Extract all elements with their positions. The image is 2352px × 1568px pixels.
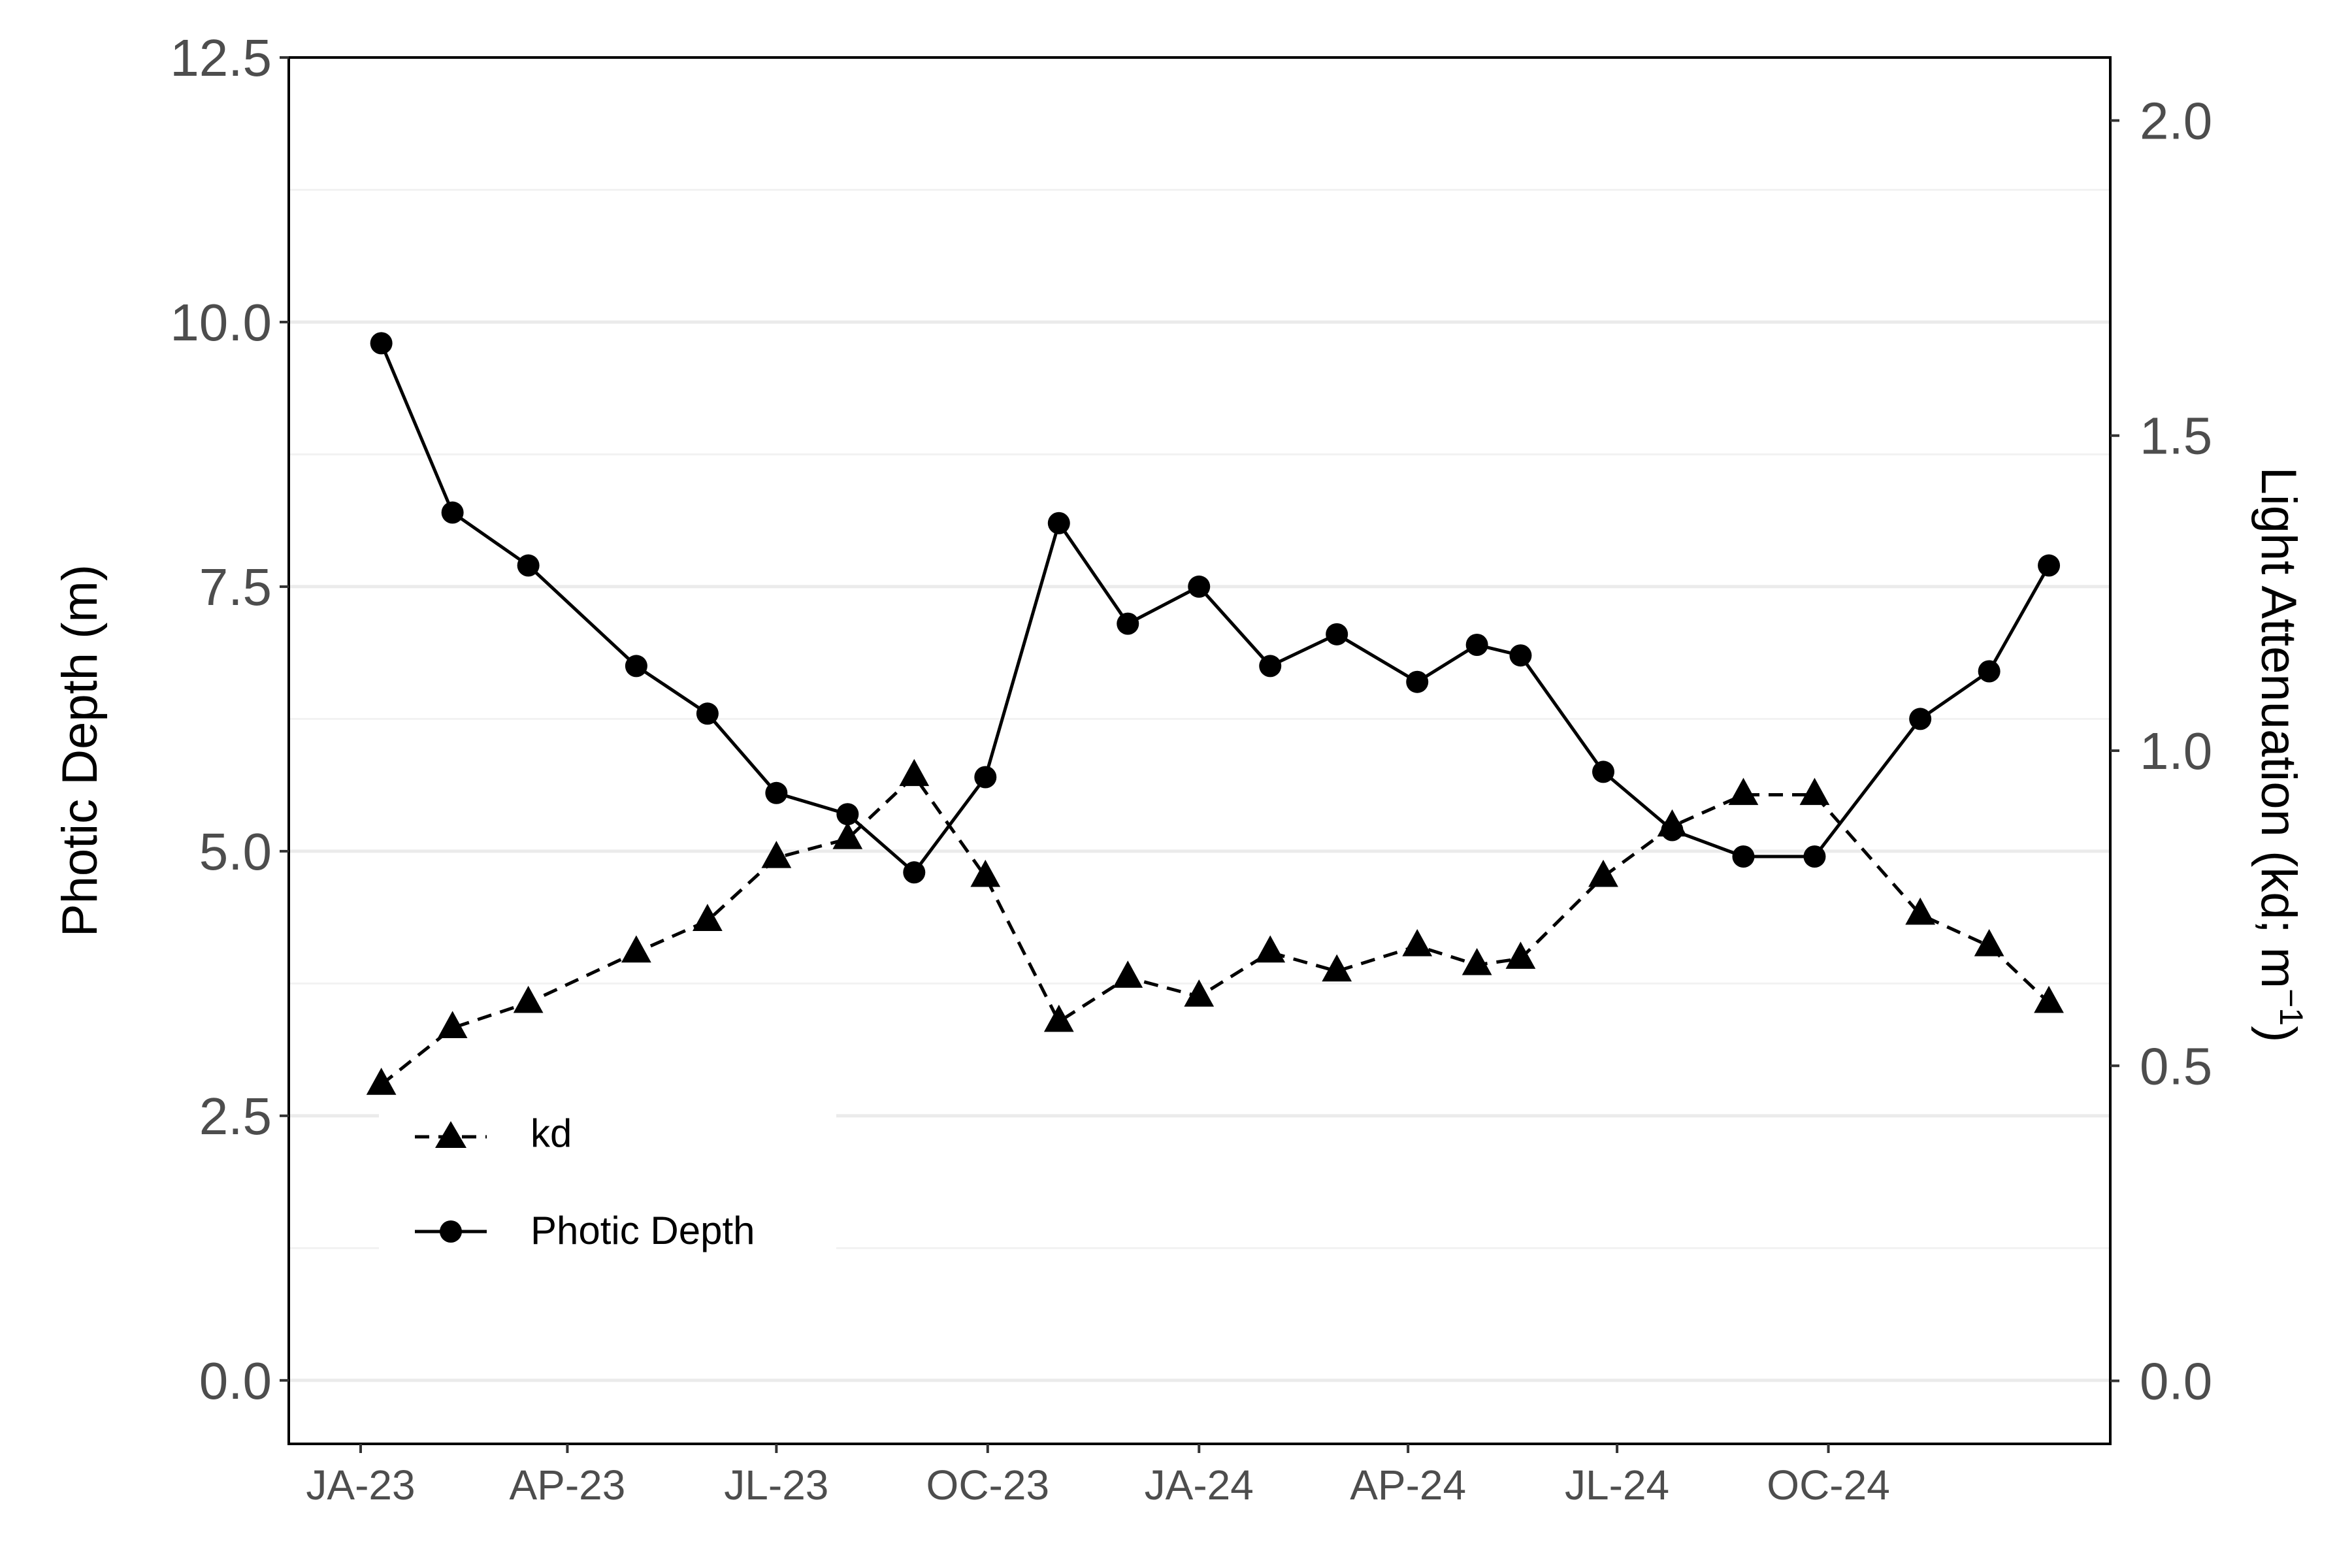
y-left-axis-title: Photic Depth (m) [52, 564, 108, 937]
y-right-tick-label: 0.0 [2140, 1352, 2212, 1411]
data-point-kd [366, 1068, 397, 1095]
data-point-kd [832, 822, 863, 849]
data-point-photic-depth [974, 766, 997, 789]
data-point-photic-depth [1509, 644, 1532, 667]
y-right-tick-label: 0.5 [2140, 1037, 2212, 1095]
y-right-tick-label: 1.0 [2140, 722, 2212, 780]
y-left-tick-label: 12.5 [170, 29, 272, 87]
data-point-photic-depth [1592, 760, 1615, 783]
legend: kd Photic Depth [379, 1111, 836, 1261]
series-kd [366, 759, 2064, 1095]
x-tick-label: JA-23 [306, 1462, 415, 1509]
x-tick-label: OC-23 [926, 1462, 1050, 1509]
legend-photic-label: Photic Depth [531, 1209, 755, 1252]
data-point-photic-depth [1465, 634, 1488, 657]
data-point-kd [761, 840, 792, 868]
data-point-photic-depth [625, 655, 647, 678]
data-point-photic-depth [836, 803, 859, 826]
data-point-photic-depth [1406, 670, 1429, 693]
legend-kd-marker [435, 1121, 466, 1148]
data-point-photic-depth [1732, 845, 1755, 868]
data-point-photic-depth [1326, 623, 1348, 645]
y-right-tick-label: 2.0 [2140, 91, 2212, 150]
y-left-tick-label: 0.0 [199, 1352, 272, 1410]
data-point-kd [1728, 777, 1759, 806]
x-tick-label: AP-23 [509, 1462, 625, 1509]
y-right-axis-title-superscript: −1 [2273, 988, 2310, 1026]
data-point-photic-depth [765, 781, 788, 804]
data-point-kd [899, 759, 930, 787]
x-tick-label: JL-23 [724, 1462, 828, 1509]
axis-ticks: 0.0 2.5 5.0 7.5 10.0 12.5 0.0 0.5 1.0 1.5 2.0 JA-23… [170, 29, 2212, 1509]
y-left-tick-label: 2.5 [199, 1087, 272, 1145]
data-point-photic-depth [1661, 819, 1684, 841]
data-point-kd [1799, 777, 1830, 806]
y-right-axis-title-end: ) [2251, 1026, 2306, 1042]
x-tick-label: JL-24 [1565, 1462, 1669, 1509]
series-photic-depth [370, 332, 2061, 884]
series-line-photic-depth [380, 342, 2051, 874]
data-point-photic-depth [517, 554, 540, 577]
data-point-kd [1462, 947, 1492, 975]
data-point-kd [970, 859, 1001, 887]
data-point-photic-depth [1188, 575, 1211, 598]
y-right-axis-title: Light Attenuation (kd; m−1) [2251, 467, 2310, 1043]
x-tick-label: AP-24 [1350, 1462, 1466, 1509]
data-point-photic-depth [2038, 554, 2061, 577]
data-point-kd [1402, 929, 1433, 956]
y-left-tick-label: 5.0 [199, 823, 272, 881]
legend-photic-marker [440, 1220, 462, 1243]
x-tick-label: JA-24 [1145, 1462, 1254, 1509]
data-point-kd [1113, 960, 1143, 988]
data-point-kd [513, 985, 544, 1013]
data-point-photic-depth [1259, 655, 1282, 678]
data-point-kd [1588, 859, 1618, 887]
y-left-tick-label: 7.5 [199, 558, 272, 616]
data-point-kd [1043, 1004, 1074, 1032]
data-point-kd [1905, 897, 1936, 925]
data-point-kd [1322, 954, 1352, 982]
data-point-kd [1184, 979, 1215, 1007]
data-point-photic-depth [441, 501, 464, 524]
legend-kd-label: kd [531, 1111, 572, 1155]
y-right-tick-label: 1.5 [2140, 407, 2212, 465]
data-point-kd [621, 935, 651, 963]
data-point-photic-depth [1978, 660, 2001, 683]
data-point-photic-depth [1909, 708, 1932, 730]
y-left-tick-label: 10.0 [170, 293, 272, 351]
y-right-axis-title-main: Light Attenuation (kd; m [2251, 467, 2306, 988]
data-point-kd [1974, 929, 2004, 956]
data-point-kd [437, 1011, 468, 1038]
data-point-photic-depth [1803, 845, 1826, 868]
x-tick-label: OC-24 [1767, 1462, 1890, 1509]
data-point-kd [692, 904, 723, 932]
data-point-kd [1255, 935, 1286, 963]
data-point-photic-depth [1117, 612, 1139, 635]
data-point-kd [1505, 941, 1536, 969]
data-point-photic-depth [1047, 512, 1070, 534]
data-point-kd [2034, 985, 2064, 1013]
series-layer [366, 332, 2064, 1095]
data-point-photic-depth [696, 702, 719, 725]
data-point-photic-depth [903, 861, 926, 884]
data-point-photic-depth [370, 332, 393, 355]
